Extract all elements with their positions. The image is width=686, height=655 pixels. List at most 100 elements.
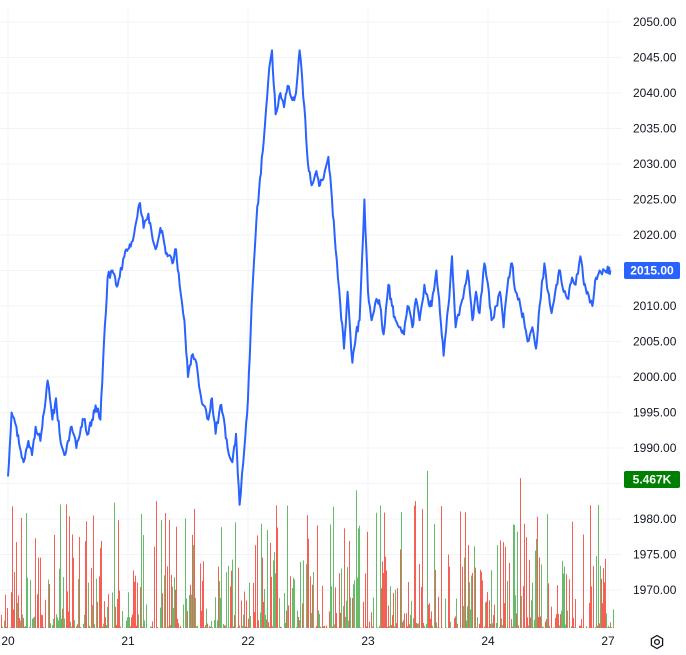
volume-bar [49,584,50,628]
volume-bar [273,560,274,628]
volume-bar [180,626,181,628]
volume-bar [136,626,137,628]
volume-bar [97,602,98,628]
volume-bar [205,625,206,628]
volume-bar [292,588,293,628]
volume-bar [413,618,414,628]
volume-bar [63,577,64,628]
volume-bar [394,626,395,628]
volume-bar [441,506,442,628]
price-tick-label: 2005.00 [633,335,677,349]
price-tick-label: 2025.00 [633,193,677,207]
price-tick-label: 1970.00 [633,583,677,597]
volume-bar [71,627,72,628]
volume-bar [460,511,461,628]
volume-bar [380,505,381,628]
chart-settings-button[interactable] [647,632,667,652]
volume-bar [435,570,436,628]
volume-bar [528,625,529,628]
volume-bar [263,602,264,628]
volume-bar [138,614,139,628]
volume-bar [151,627,152,628]
volume-bar [604,582,605,628]
volume-bar [175,590,176,628]
volume-bar [143,535,144,628]
volume-bar [267,530,268,628]
volume-bar [476,627,477,628]
volume-bar [162,593,163,628]
volume-bar [19,618,20,628]
volume-bar [572,522,573,628]
volume-bar [523,586,524,628]
volume-bar [287,505,288,628]
volume-bar [567,611,568,628]
volume-bar [76,626,77,628]
time-tick-label: 24 [481,634,495,648]
volume-bar [298,617,299,628]
volume-bar [239,626,240,628]
volume-bar [150,627,151,628]
volume-bar [268,622,269,628]
volume-bar [96,579,97,628]
volume-bar [428,605,429,628]
volume-bar [137,582,138,628]
volume-bar [465,512,466,628]
volume-bar [462,567,463,628]
volume-bar [353,584,354,628]
volume-bar [245,627,246,628]
volume-bar [224,626,225,628]
volume-bar [202,581,203,628]
volume-bar [419,564,420,628]
volume-bar [152,621,153,628]
price-tick-label: 2020.00 [633,228,677,242]
volume-bar [489,600,490,628]
volume-bar [357,578,358,628]
volume-bar [107,607,108,628]
volume-bar [173,608,174,628]
volume-bar [274,552,275,628]
volume-bar [209,626,210,628]
volume-bar [24,627,25,628]
volume-bar [160,608,161,628]
price-axis[interactable]: 2050.002045.002040.002035.002030.002025.… [633,15,677,597]
volume-bar [558,614,559,628]
volume-bar [541,564,542,628]
volume-bar [326,626,327,628]
volume-bar [45,600,46,628]
volume-bar [480,570,481,628]
volume-bar [437,627,438,628]
volume-bar [238,568,239,628]
volume-bar [248,619,249,628]
volume-bar [601,579,602,628]
price-tick-label: 1975.00 [633,548,677,562]
volume-bar [120,627,121,628]
volume-bar [313,572,314,628]
volume-bar [26,513,27,628]
volume-bar [466,620,467,628]
volume-bar [169,520,170,628]
volume-bar [247,627,248,628]
price-tick-label: 1990.00 [633,441,677,455]
last-price-label: 2015.00 [630,264,674,278]
volume-bar [177,619,178,628]
volume-bar [5,595,6,628]
volume-bar [323,626,324,628]
volume-bar [486,602,487,628]
volume-bar [33,618,34,628]
volume-bar [609,627,610,628]
volume-bar [477,617,478,628]
last-price-badge: 2015.00 [624,262,680,279]
volume-bar [484,627,485,628]
volume-bar [284,593,285,628]
volume-bar [563,573,564,628]
volume-bar [52,625,53,628]
volume-bar [2,627,3,628]
volume-bar [583,534,584,628]
volume-bar [114,503,115,628]
volume-bar [530,617,531,628]
volume-bar [524,524,525,628]
volume-bar [347,567,348,628]
volume-bar [491,570,492,628]
